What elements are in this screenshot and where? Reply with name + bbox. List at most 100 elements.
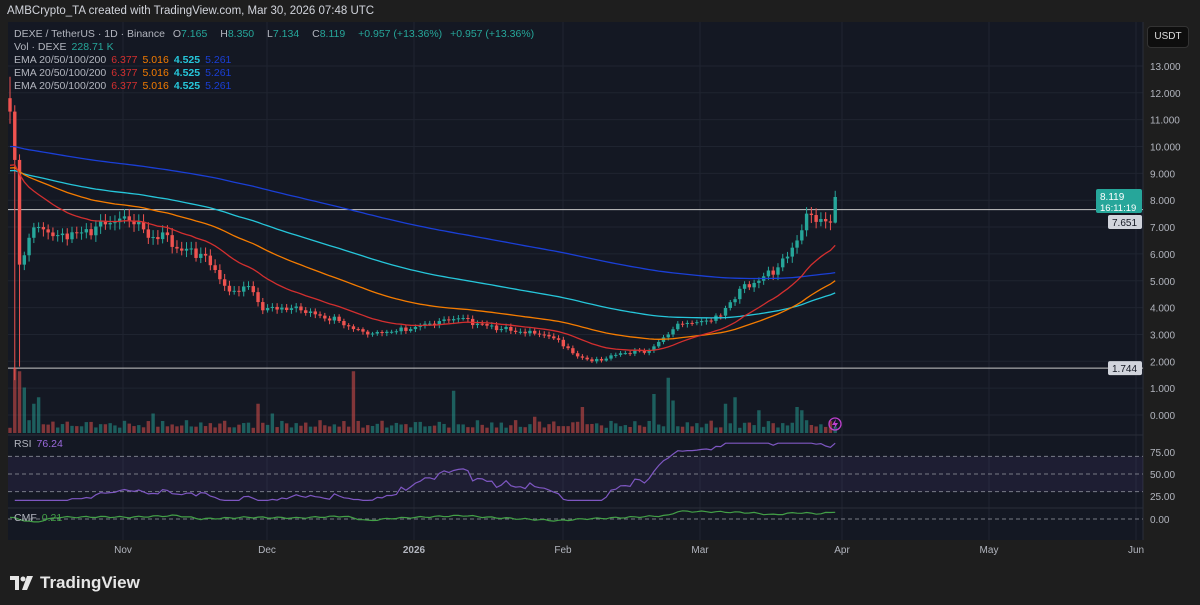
candle-body <box>370 333 375 335</box>
volume-bar <box>246 422 251 433</box>
candle-body <box>189 248 193 250</box>
candle-body <box>8 98 12 112</box>
volume-bar <box>284 423 289 433</box>
candle-body <box>208 255 213 266</box>
ema50-value: 5.016 <box>142 80 169 92</box>
volume-label[interactable]: Vol · DEXE <box>14 41 67 53</box>
volume-bar <box>628 426 632 433</box>
candle-body <box>327 318 332 321</box>
candle-body <box>22 255 27 265</box>
volume-bar <box>275 427 279 433</box>
candle-body <box>666 334 670 338</box>
candle-body <box>256 292 260 303</box>
close-label: C <box>312 28 320 40</box>
volume-bar <box>222 420 227 433</box>
cmf-value: 0.21 <box>41 512 63 524</box>
ema-label: EMA 20/50/100/200 <box>14 54 107 66</box>
candle-body <box>79 232 84 234</box>
chart-svg[interactable]: 13.000 12.000 11.000 10.000 9.000 8.000 7.000 6… <box>0 22 1200 562</box>
candle-body <box>56 235 60 237</box>
open-value: 7.165 <box>181 28 208 40</box>
price-axis-label: 6.000 <box>1150 250 1175 261</box>
candle-body <box>537 333 542 335</box>
volume-bar <box>437 421 441 433</box>
candle-body <box>237 290 241 292</box>
candle-body <box>804 213 809 231</box>
current-price-tag <box>1096 189 1142 213</box>
candle-body <box>599 358 604 361</box>
volume-bar <box>146 421 151 433</box>
volume-bar <box>766 421 771 433</box>
ema100-value: 4.525 <box>173 67 201 79</box>
candle-body <box>280 307 284 310</box>
candle-body <box>781 258 785 268</box>
volume-bar <box>809 424 814 433</box>
time-axis-label: Jun <box>1128 545 1144 556</box>
volume-bar <box>423 426 427 433</box>
candle-body <box>203 253 208 256</box>
volume-bar <box>618 426 623 433</box>
volume-bar <box>170 424 174 433</box>
volume-bar <box>94 427 98 433</box>
candle-body <box>742 284 747 289</box>
ema-legend-3[interactable]: EMA 20/50/100/200 6.377 5.016 4.525 5.261 <box>14 80 236 92</box>
candle-body <box>299 306 303 311</box>
price-axis-label: 8.000 <box>1150 196 1175 207</box>
ema100-line <box>9 169 836 319</box>
time-axis-label: Apr <box>834 545 850 556</box>
candle-body <box>60 233 65 236</box>
candle-body <box>466 318 470 320</box>
candle-body <box>513 330 518 332</box>
volume-bar <box>499 422 504 433</box>
candle-body <box>752 282 756 288</box>
volume-bar <box>408 427 413 433</box>
candle-body <box>728 302 732 308</box>
volume-bar <box>771 423 775 433</box>
symbol-title[interactable]: DEXE / TetherUS · 1D · Binance <box>14 28 165 40</box>
open-label: O <box>172 28 182 40</box>
volume-bar <box>261 422 265 433</box>
volume-bar <box>790 422 794 433</box>
tradingview-logo[interactable]: TradingView <box>10 573 140 593</box>
candle-body <box>447 319 451 321</box>
price-axis-label: 9.000 <box>1150 169 1175 180</box>
volume-bar <box>242 423 246 433</box>
candle-body <box>75 232 79 234</box>
volume-bar <box>299 425 303 433</box>
volume-bar <box>761 426 766 433</box>
candle-body <box>289 308 294 310</box>
volume-bar <box>633 421 637 433</box>
volume-bar <box>113 425 117 433</box>
volume-bar <box>647 420 651 433</box>
candle-body <box>160 232 165 240</box>
currency-button[interactable]: USDT <box>1147 26 1189 48</box>
candle-body <box>828 221 833 223</box>
change-value: +0.957 (+13.36%) <box>358 28 443 40</box>
volume-bar <box>194 426 198 433</box>
volume-bar <box>256 403 260 433</box>
volume-bar <box>137 425 141 433</box>
volume-bar <box>122 420 127 433</box>
candle-body <box>127 216 131 222</box>
ema200-line <box>9 145 836 280</box>
volume-value: 228.71 K <box>71 41 114 53</box>
cmf-legend[interactable]: CMF 0.21 <box>14 512 67 524</box>
volume-bar <box>523 427 527 433</box>
candle-body <box>399 327 403 332</box>
volume-bar <box>237 424 241 433</box>
ema-legend-2[interactable]: EMA 20/50/100/200 6.377 5.016 4.525 5.261 <box>14 67 236 79</box>
volume-bar <box>432 425 437 433</box>
volume-bar <box>585 424 589 433</box>
rsi-legend[interactable]: RSI 76.24 <box>14 438 68 450</box>
volume-bar <box>151 413 155 433</box>
volume-bar <box>571 422 575 433</box>
candle-body <box>456 318 461 320</box>
volume-bar <box>575 421 580 433</box>
chart-area[interactable]: 13.000 12.000 11.000 10.000 9.000 8.000 7.000 6… <box>0 22 1200 562</box>
candle-body <box>165 232 170 236</box>
volume-bar <box>533 416 537 433</box>
volume-bar <box>599 425 604 433</box>
candle-body <box>494 325 499 331</box>
volume-bar <box>475 420 480 433</box>
ema-legend-1[interactable]: EMA 20/50/100/200 6.377 5.016 4.525 5.261 <box>14 54 236 66</box>
